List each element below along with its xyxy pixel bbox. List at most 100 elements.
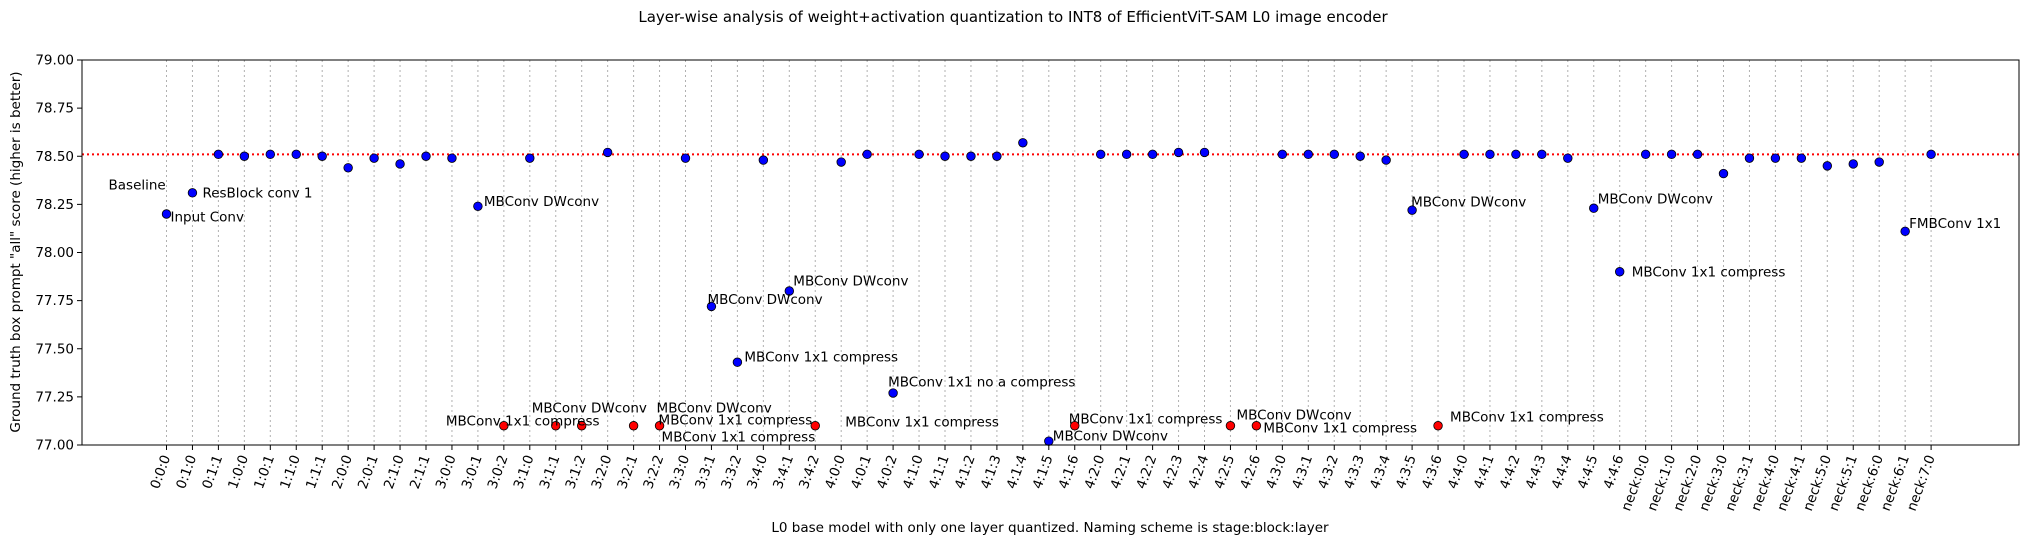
data-point	[369, 153, 379, 163]
y-tick-label: 78.00	[35, 245, 74, 261]
data-point	[577, 421, 587, 431]
data-point	[1147, 149, 1158, 160]
data-point	[1225, 421, 1236, 431]
y-tick-label: 79.00	[35, 53, 74, 69]
y-tick-label: 78.25	[35, 197, 74, 213]
data-point	[1926, 149, 1936, 160]
data-point	[551, 421, 561, 431]
data-point	[1848, 159, 1858, 169]
annotation-label: MBConv 1x1 compress	[659, 412, 813, 428]
data-point	[239, 151, 250, 161]
y-tick-label: 78.50	[35, 149, 74, 165]
annotation-label: MBConv 1x1 compress	[1450, 409, 1604, 425]
data-point	[1070, 421, 1080, 431]
data-point	[1173, 147, 1184, 158]
y-tick-label: 77.00	[35, 438, 74, 454]
chart-title: Layer-wise analysis of weight+activation…	[638, 8, 1388, 26]
data-point	[1900, 226, 1910, 237]
data-point	[1537, 149, 1547, 160]
data-point	[1744, 153, 1755, 163]
annotation-label: FMBConv 1x1	[1909, 216, 2001, 232]
data-point	[499, 421, 509, 431]
annotation-label: MBConv DWconv	[707, 292, 822, 308]
data-point	[784, 286, 795, 296]
data-point	[628, 421, 639, 431]
data-point	[317, 151, 327, 161]
data-point	[1459, 149, 1469, 160]
annotation-label: MBConv DWconv	[657, 400, 772, 416]
data-point	[291, 149, 301, 160]
data-point	[1044, 436, 1054, 446]
x-axis-label: L0 base model with only one layer quanti…	[771, 520, 1329, 536]
annotation-label: MBConv DWconv	[1236, 407, 1351, 423]
data-point	[1640, 149, 1651, 160]
annotation-label: MBConv DWconv	[532, 400, 647, 416]
data-point	[654, 421, 665, 431]
data-point	[1355, 151, 1365, 161]
data-point	[421, 151, 431, 161]
data-point	[1485, 149, 1495, 160]
data-point	[1874, 157, 1884, 167]
data-point	[1095, 149, 1106, 160]
data-point	[1329, 149, 1339, 160]
annotation-label: MBConv 1x1 compress	[1263, 420, 1417, 436]
annotation-label: MBConv DWconv	[1598, 192, 1713, 208]
data-point	[914, 149, 924, 160]
gridlines	[166, 60, 1932, 445]
data-point	[1822, 161, 1833, 171]
data-point	[1303, 149, 1314, 160]
data-point	[187, 188, 198, 198]
data-point	[940, 151, 950, 161]
annotation-label: MBConv 1x1 compress	[1069, 411, 1223, 427]
data-point	[265, 149, 276, 160]
data-point	[602, 147, 613, 158]
annotation-label: ResBlock conv 1	[202, 185, 312, 201]
data-point	[473, 201, 483, 212]
annotation-label: MBConv DWconv	[1053, 429, 1168, 445]
baseline-label: Baseline	[109, 178, 166, 194]
data-point	[1614, 267, 1625, 277]
data-point	[992, 151, 1002, 161]
data-point	[1251, 421, 1262, 431]
data-point	[525, 153, 535, 163]
baseline-group: Baseline	[82, 153, 2019, 194]
data-point	[1199, 147, 1210, 158]
data-point	[1770, 153, 1781, 163]
data-point	[1511, 149, 1521, 160]
y-tick-label: 78.75	[35, 101, 74, 117]
annotation-label: MBConv 1x1 compress	[446, 413, 600, 429]
data-point	[758, 155, 769, 165]
annotation-label: MBConv DWconv	[793, 274, 908, 290]
data-point	[1563, 153, 1573, 163]
data-point	[1381, 155, 1391, 165]
y-tick-label: 77.50	[35, 341, 74, 357]
y-tick-label: 77.75	[35, 293, 74, 309]
y-axis-label: Ground truth box prompt "all" score (hig…	[8, 71, 24, 432]
data-point	[706, 301, 717, 312]
y-axis: 77.00 77.25 77.50 77.75 78.00 78.25 78.50 78.75…	[35, 53, 82, 454]
annotation-label: MBConv 1x1 compress	[744, 350, 898, 366]
annotation-label: MBConv 1x1 no a compress	[888, 375, 1075, 391]
data-point	[447, 153, 457, 163]
data-point	[966, 151, 976, 161]
data-point	[343, 163, 353, 173]
data-point	[1589, 203, 1599, 213]
data-point	[888, 388, 898, 398]
data-point	[1718, 168, 1729, 179]
data-point	[1277, 149, 1288, 160]
data-point	[161, 209, 172, 219]
data-point	[862, 149, 872, 160]
data-points	[161, 138, 1936, 446]
data-point	[395, 159, 405, 169]
annotation-label: Input Conv	[171, 210, 244, 226]
annotation-label: MBConv 1x1 compress	[845, 414, 999, 430]
data-point	[836, 157, 846, 167]
data-point	[1666, 149, 1677, 160]
data-point	[1018, 138, 1028, 148]
annotation-label: MBConv DWconv	[484, 194, 599, 210]
annotation-label: MBConv 1x1 compress	[662, 429, 816, 445]
data-point	[1121, 149, 1132, 160]
